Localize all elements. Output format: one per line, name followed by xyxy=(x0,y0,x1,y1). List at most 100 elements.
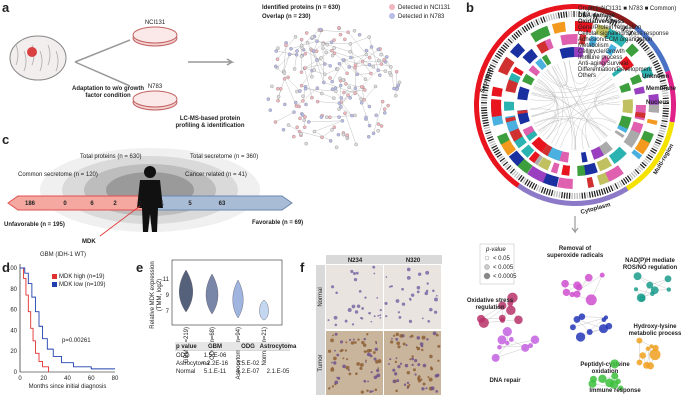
y-tick-label: 0 xyxy=(14,370,18,376)
cell xyxy=(327,349,332,353)
origin-tick xyxy=(535,185,540,192)
category-arc xyxy=(581,151,588,163)
cell xyxy=(390,340,394,344)
node xyxy=(371,131,376,136)
cluster-node xyxy=(573,290,581,298)
origin-tick xyxy=(590,12,593,19)
edge xyxy=(308,120,343,123)
node xyxy=(294,104,299,108)
cell xyxy=(344,349,348,352)
region-arc xyxy=(665,70,676,123)
node xyxy=(315,99,320,104)
edge xyxy=(277,88,281,101)
node xyxy=(344,82,348,86)
origin-tick xyxy=(483,126,490,130)
category-arc xyxy=(544,38,554,50)
cluster-node xyxy=(573,316,581,323)
y-tick-label: 80 xyxy=(10,287,17,293)
cell xyxy=(364,296,367,299)
origin-tick xyxy=(658,74,665,78)
cell xyxy=(330,285,335,289)
node xyxy=(383,111,387,115)
cell xyxy=(432,331,437,336)
node xyxy=(359,101,364,105)
cell xyxy=(370,371,373,374)
edge xyxy=(283,45,287,72)
origin-tick xyxy=(600,188,604,195)
category-arc xyxy=(629,74,643,85)
edge xyxy=(305,88,336,92)
cluster-node xyxy=(569,324,576,331)
legend-dot xyxy=(484,264,490,270)
node xyxy=(295,49,299,53)
origin-tick xyxy=(648,53,655,58)
edge xyxy=(373,101,383,134)
bar-number: 1 xyxy=(160,201,164,207)
link xyxy=(551,66,564,144)
cell xyxy=(352,338,355,341)
table-cell: 2.1.E-05 xyxy=(267,369,290,375)
link xyxy=(537,117,612,132)
origin-tick xyxy=(616,181,621,188)
arrow xyxy=(571,216,579,234)
origin-tick xyxy=(607,186,612,193)
category-arc xyxy=(614,130,625,138)
bar-number: 5 xyxy=(188,201,192,207)
origin-tick xyxy=(658,76,666,80)
category-arc xyxy=(535,58,547,71)
panel-label: f xyxy=(300,260,305,275)
region-arc xyxy=(588,4,638,30)
cluster-node xyxy=(573,281,582,290)
cell xyxy=(406,371,411,375)
cell xyxy=(334,323,338,327)
cell xyxy=(401,287,404,291)
origin-tick xyxy=(521,26,527,33)
cell xyxy=(369,390,373,393)
origin-tick xyxy=(481,109,488,112)
category-label: Others xyxy=(578,73,596,79)
edge xyxy=(366,50,391,68)
origin-tick xyxy=(500,46,507,52)
origin-tick xyxy=(513,33,519,39)
edge xyxy=(361,102,370,126)
cell xyxy=(399,362,403,365)
cluster-node xyxy=(601,317,607,322)
cell xyxy=(395,389,398,393)
origin-tick xyxy=(492,147,499,152)
origin-tick xyxy=(509,168,515,174)
origin-tick xyxy=(662,100,669,102)
category-arc xyxy=(534,154,543,166)
bar-number: 6 xyxy=(90,201,94,207)
edge xyxy=(321,129,333,138)
origin-tick xyxy=(528,181,533,188)
origin-tick xyxy=(508,166,514,172)
edge xyxy=(304,68,313,98)
origin-tick xyxy=(497,50,504,56)
node xyxy=(320,135,324,140)
cluster-label: oxidation xyxy=(592,369,619,375)
node xyxy=(320,91,324,96)
cell xyxy=(373,272,376,275)
table-cell: Astrocytoma xyxy=(176,361,210,367)
node xyxy=(341,132,346,137)
cell xyxy=(416,290,420,294)
origin-tick xyxy=(659,127,666,130)
cell xyxy=(347,369,350,372)
node xyxy=(369,71,373,76)
node xyxy=(321,42,325,46)
node xyxy=(355,72,359,77)
origin-tick xyxy=(537,18,542,25)
edge xyxy=(348,32,367,55)
cell xyxy=(425,270,430,275)
legend-text: Detected in N783 xyxy=(398,14,445,20)
node xyxy=(337,115,341,119)
category-arc xyxy=(590,146,605,160)
node xyxy=(302,125,307,130)
node xyxy=(279,87,283,91)
edge xyxy=(314,120,343,132)
category-arc xyxy=(619,82,632,93)
node xyxy=(378,73,382,77)
node xyxy=(340,119,345,123)
category-arc xyxy=(596,157,612,172)
cell xyxy=(334,332,338,336)
